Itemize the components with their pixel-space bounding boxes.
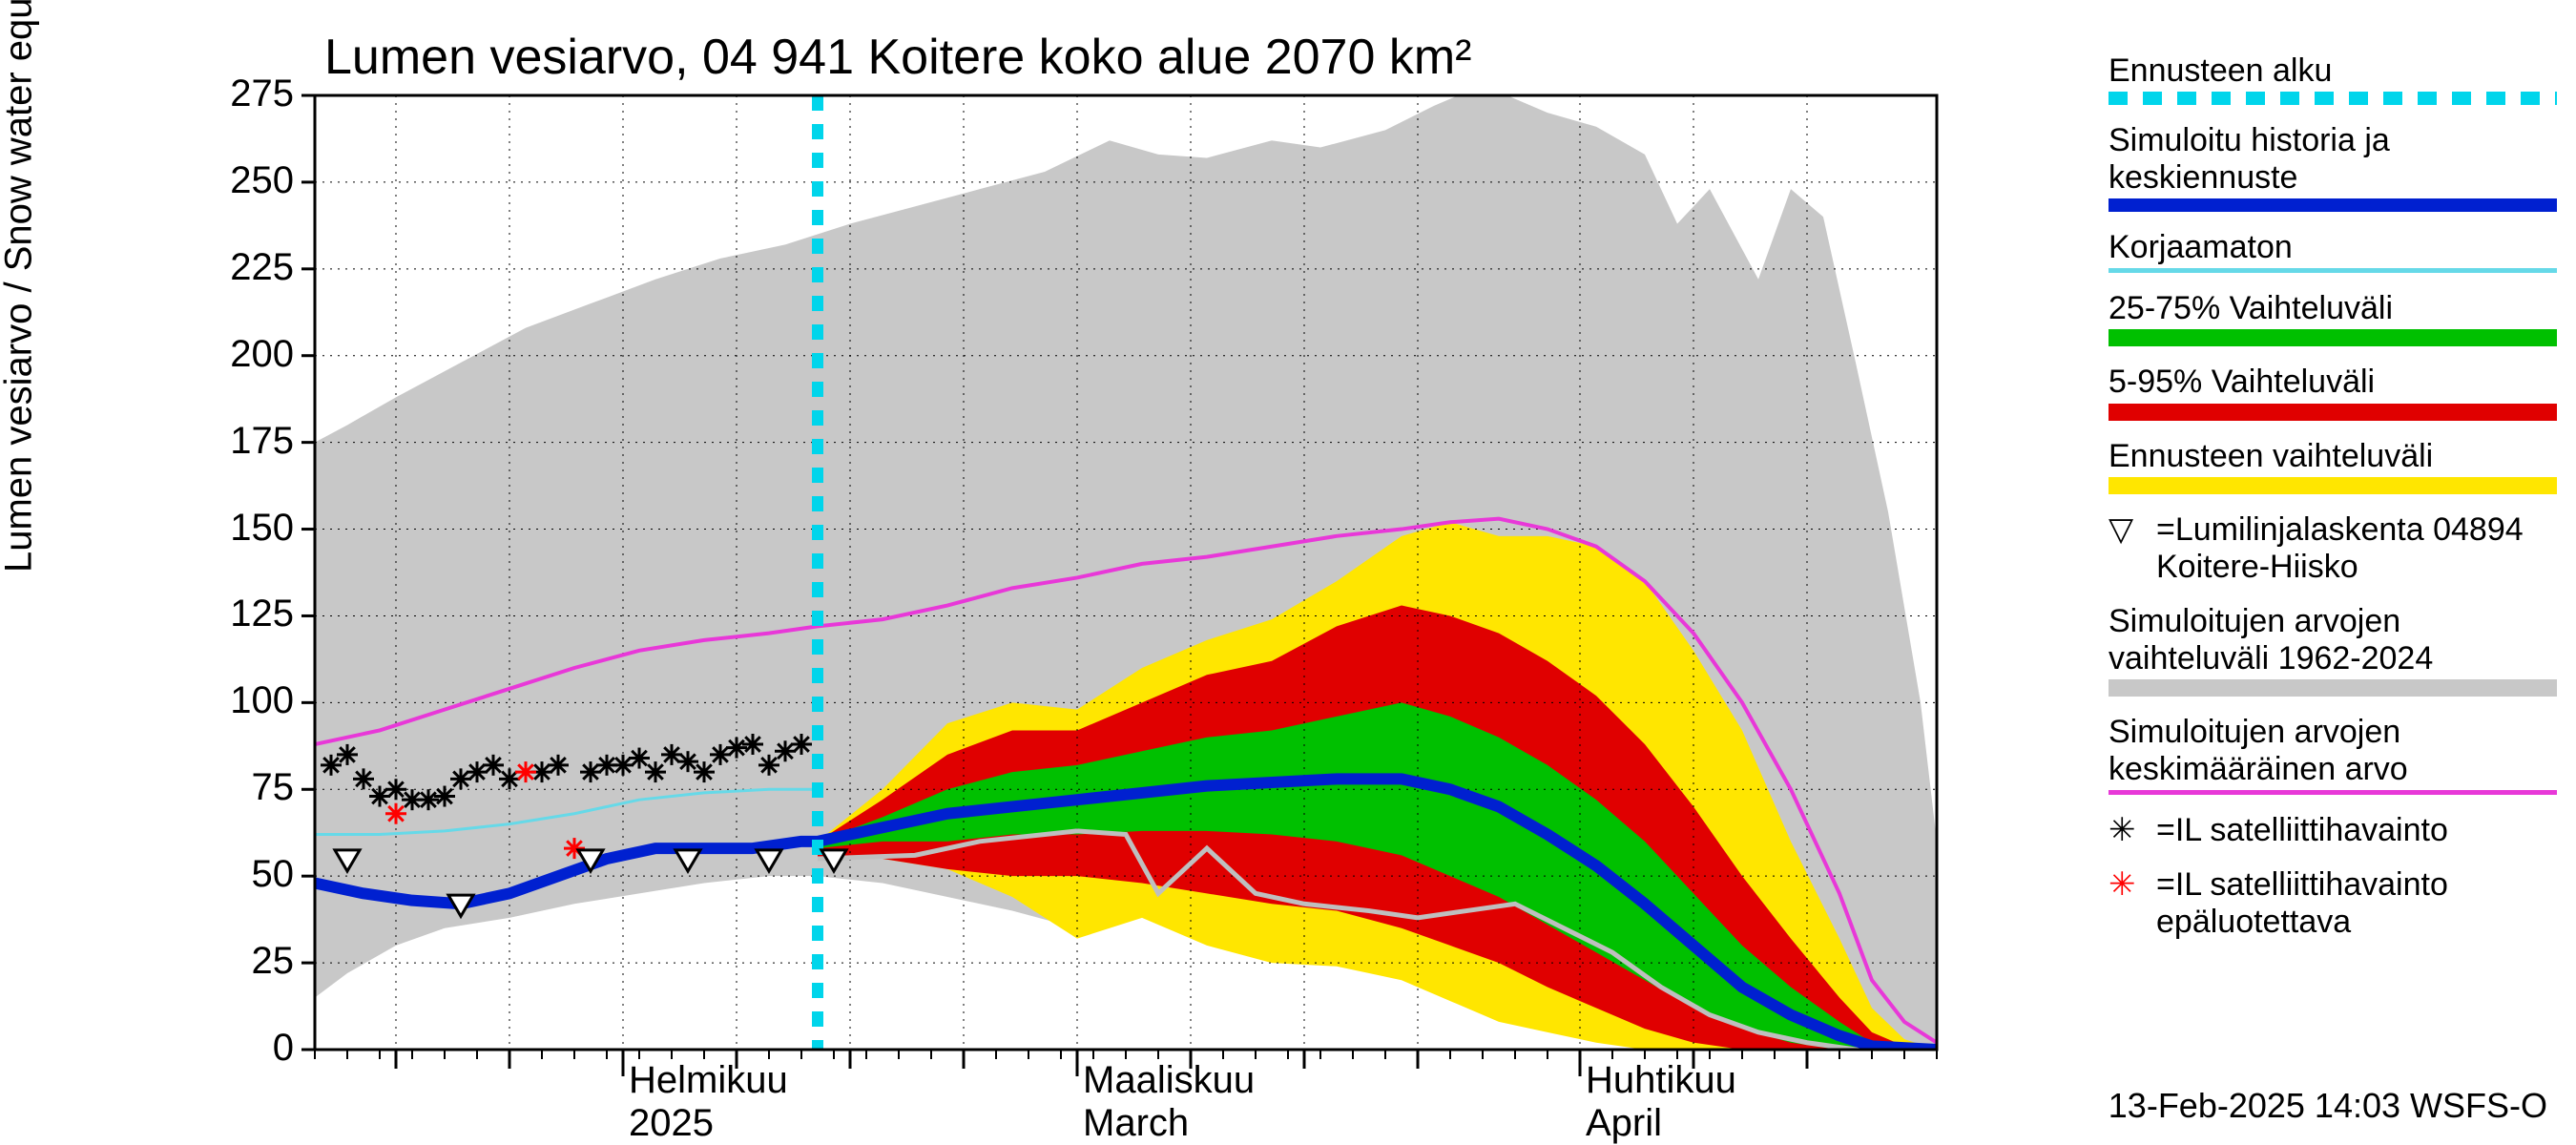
legend-label: =Lumilinjalaskenta 04894 Koitere-Hiisko [2156,511,2557,586]
legend-label: =IL satelliittihavainto epäluotettava [2156,866,2557,941]
legend-symbol: ✳ [2109,866,2156,904]
legend-label: Simuloitu historia ja keskiennuste [2109,122,2557,197]
legend-label: Ennusteen alku [2109,52,2557,90]
y-tick-label: 250 [230,159,294,202]
legend-entry: ✳=IL satelliittihavainto [2109,812,2557,849]
legend-swatch [2109,679,2557,697]
x-tick-label-sub: April [1586,1102,1662,1145]
legend-swatch [2109,329,2557,346]
legend-entry: Ennusteen alku [2109,52,2557,105]
legend-swatch [2109,404,2557,421]
timestamp: 13-Feb-2025 14:03 WSFS-O [2109,1086,2547,1126]
legend-entry: ✳=IL satelliittihavainto epäluotettava [2109,866,2557,941]
legend-entry: 25-75% Vaihteluväli [2109,290,2557,346]
chart-container: Lumen vesiarvo / Snow water equiv. mm Lu… [0,0,2576,1145]
legend-symbol: ▽ [2109,511,2156,549]
legend-swatch [2109,477,2557,494]
legend-entry: Simuloitujen arvojen vaihteluväli 1962-2… [2109,603,2557,697]
x-tick-label-sub: March [1083,1102,1189,1145]
y-tick-label: 275 [230,73,294,115]
y-tick-label: 75 [252,766,295,809]
y-tick-label: 150 [230,507,294,550]
x-tick-label-month: Maaliskuu [1083,1059,1255,1102]
legend-label: Korjaamaton [2109,229,2557,266]
legend-label: Simuloitujen arvojen vaihteluväli 1962-2… [2109,603,2557,677]
y-tick-label: 25 [252,940,295,983]
y-tick-label: 125 [230,593,294,635]
legend: Ennusteen alku Simuloitu historia ja kesk… [2109,52,2557,959]
legend-label: Ennusteen vaihteluväli [2109,438,2557,475]
y-tick-label: 0 [273,1027,294,1070]
x-tick-label-sub: 2025 [629,1102,714,1145]
legend-entry: 5-95% Vaihteluväli [2109,364,2557,420]
x-tick-label-month: Huhtikuu [1586,1059,1736,1102]
legend-label: =IL satelliittihavainto [2156,812,2448,849]
y-tick-label: 200 [230,333,294,376]
legend-label: Simuloitujen arvojen keskimääräinen arvo [2109,714,2557,788]
y-tick-label: 175 [230,420,294,463]
legend-entry: Simuloitu historia ja keskiennuste [2109,122,2557,212]
y-tick-label: 225 [230,246,294,289]
legend-swatch [2109,790,2557,795]
legend-entry: Korjaamaton [2109,229,2557,273]
legend-swatch [2109,268,2557,273]
legend-symbol: ✳ [2109,812,2156,849]
y-tick-label: 100 [230,679,294,722]
legend-label: 25-75% Vaihteluväli [2109,290,2557,327]
y-tick-label: 50 [252,853,295,896]
legend-swatch [2109,198,2557,212]
x-tick-label-month: Helmikuu [629,1059,788,1102]
legend-entry: Simuloitujen arvojen keskimääräinen arvo [2109,714,2557,795]
legend-swatch [2109,92,2557,105]
legend-entry: Ennusteen vaihteluväli [2109,438,2557,494]
legend-entry: ▽=Lumilinjalaskenta 04894 Koitere-Hiisko [2109,511,2557,586]
legend-label: 5-95% Vaihteluväli [2109,364,2557,401]
